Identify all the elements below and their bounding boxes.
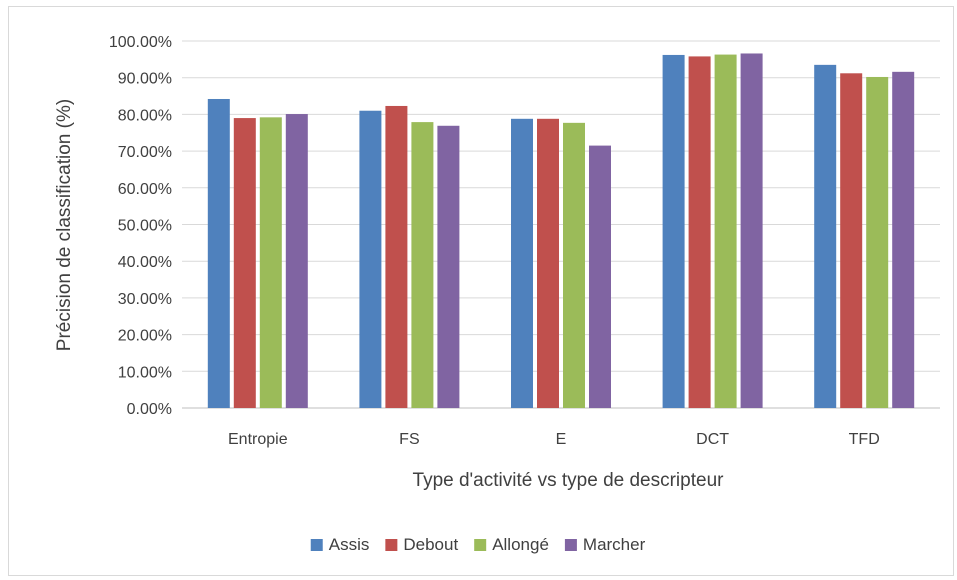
legend: Assis Debout Allongé Marcher bbox=[310, 535, 646, 554]
y-tick-label: 80.00% bbox=[118, 107, 172, 124]
y-tick-label: 90.00% bbox=[118, 71, 172, 88]
bar bbox=[259, 117, 282, 408]
bar bbox=[563, 122, 585, 408]
bar bbox=[359, 110, 382, 408]
y-tick-label: 60.00% bbox=[118, 181, 172, 198]
x-tick-label: E bbox=[556, 431, 567, 448]
legend-swatch bbox=[310, 539, 323, 551]
bar bbox=[437, 125, 460, 408]
bar bbox=[589, 145, 611, 408]
bar bbox=[662, 54, 685, 409]
y-tick-label: 40.00% bbox=[118, 254, 172, 271]
legend-swatch bbox=[474, 539, 487, 551]
bar bbox=[814, 64, 837, 408]
y-tick-label: 20.00% bbox=[118, 328, 172, 345]
y-tick-label: 10.00% bbox=[118, 364, 172, 381]
bar bbox=[866, 76, 889, 408]
bar bbox=[385, 105, 408, 409]
legend-swatch bbox=[564, 539, 577, 551]
bars bbox=[207, 53, 915, 409]
y-axis-title: Précision de classification (%) bbox=[54, 99, 75, 351]
y-tick-label: 0.00% bbox=[127, 401, 172, 418]
legend-label: Assis bbox=[329, 535, 370, 554]
bar bbox=[511, 118, 533, 408]
x-axis-title: Type d'activité vs type de descripteur bbox=[413, 470, 725, 491]
y-tick-label: 50.00% bbox=[118, 218, 172, 235]
y-tick-label: 70.00% bbox=[118, 144, 172, 161]
chart-area bbox=[8, 6, 954, 576]
y-tick-label: 30.00% bbox=[118, 291, 172, 308]
x-tick-label: Entropie bbox=[228, 431, 288, 448]
y-axis-ticks: 0.00% 10.00% 20.00% 30.00% 40.00% 50.00% 60.00… bbox=[109, 34, 172, 418]
bar bbox=[285, 114, 308, 409]
bar bbox=[740, 53, 763, 409]
x-axis-ticks: Entropie FS E DCT TFD bbox=[228, 431, 880, 448]
x-tick-label: FS bbox=[399, 431, 419, 448]
legend-label: Allongé bbox=[492, 535, 549, 554]
bar bbox=[892, 71, 915, 408]
legend-swatch bbox=[385, 539, 398, 551]
bar bbox=[411, 122, 434, 409]
gridlines bbox=[182, 40, 940, 409]
bar bbox=[537, 118, 559, 408]
bar bbox=[714, 54, 737, 408]
y-tick-label: 100.00% bbox=[109, 34, 172, 51]
bar bbox=[233, 118, 256, 408]
legend-label: Debout bbox=[403, 535, 458, 554]
bar bbox=[207, 98, 230, 409]
bar bbox=[688, 56, 711, 408]
legend-label: Marcher bbox=[583, 535, 646, 554]
x-tick-label: DCT bbox=[696, 431, 729, 448]
x-tick-label: TFD bbox=[849, 431, 880, 448]
bar bbox=[840, 73, 863, 409]
